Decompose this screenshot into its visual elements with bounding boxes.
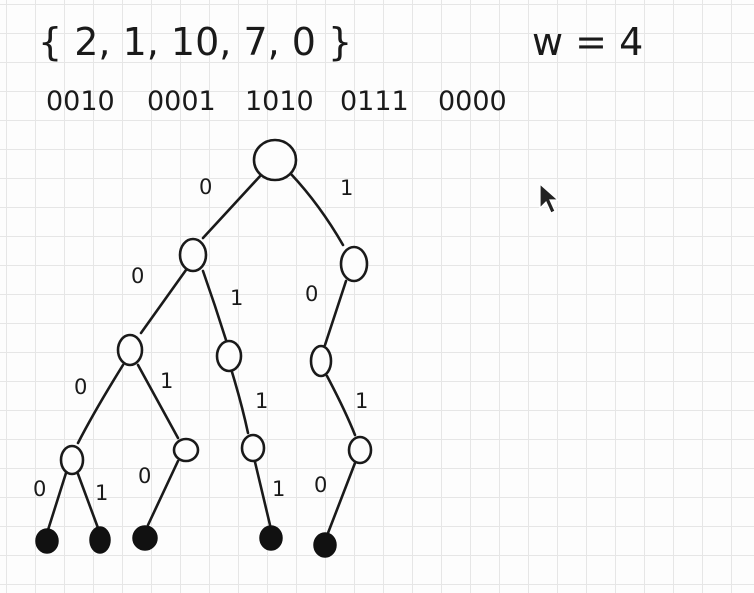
node-llr (172, 437, 200, 463)
leaf-0111 (259, 525, 283, 551)
number-set: { 2, 1, 10, 7, 0 } (38, 20, 352, 64)
edge-ll-right (136, 363, 180, 440)
node-root (252, 138, 298, 182)
leaf-0010 (132, 525, 158, 551)
node-r (339, 245, 369, 283)
binary-1: 0001 (147, 86, 216, 117)
binary-2: 0010 (46, 86, 115, 117)
label-lll-right: 1 (95, 481, 108, 505)
node-rl (309, 344, 333, 378)
edge-rl-right (325, 374, 357, 437)
node-rlr (347, 435, 373, 465)
edge-l-left (139, 268, 188, 335)
edge-l-right (201, 269, 228, 342)
node-lrr (240, 433, 266, 463)
node-lll (59, 444, 85, 476)
mouse-pointer-icon (539, 182, 560, 214)
label-r-left: 0 (305, 282, 318, 306)
label-root-right: 1 (340, 176, 353, 200)
leaf-0001 (89, 526, 111, 554)
edge-lll-left (46, 471, 68, 532)
edge-root-left (201, 172, 264, 240)
label-lr-right: 1 (255, 389, 268, 413)
node-l (178, 237, 208, 273)
edge-root-right (289, 172, 345, 247)
edge-r-left (323, 279, 348, 347)
edge-lr-right (230, 370, 250, 435)
label-llr-left: 0 (138, 464, 151, 488)
label-ll-right: 1 (160, 369, 173, 393)
label-root-left: 0 (199, 175, 212, 199)
binary-0: 0000 (438, 86, 507, 117)
leaf-1010 (313, 532, 337, 558)
node-lr (215, 339, 243, 373)
node-ll (116, 333, 144, 367)
word-width: w = 4 (532, 20, 643, 64)
binary-7: 0111 (340, 86, 409, 117)
label-lrr-right: 1 (272, 477, 285, 501)
label-l-right: 1 (230, 286, 243, 310)
label-rlr-left: 0 (314, 473, 327, 497)
edge-lrr-right (253, 460, 272, 527)
label-lll-left: 0 (33, 477, 46, 501)
trie-edges (46, 172, 357, 535)
binary-10: 1010 (245, 86, 314, 117)
label-rl-right: 1 (355, 389, 368, 413)
edge-ll-left (76, 363, 125, 445)
edge-rlr-left (326, 461, 357, 535)
trie-nodes (59, 138, 373, 476)
leaf-0000 (35, 528, 59, 554)
edge-labels: 0 1 0 1 0 0 1 1 1 0 1 0 1 0 (33, 175, 368, 505)
trie-leaves (35, 525, 337, 558)
edge-llr-left (146, 459, 180, 527)
label-ll-left: 0 (74, 375, 87, 399)
edge-lll-right (76, 472, 100, 530)
label-l-left: 0 (131, 264, 144, 288)
